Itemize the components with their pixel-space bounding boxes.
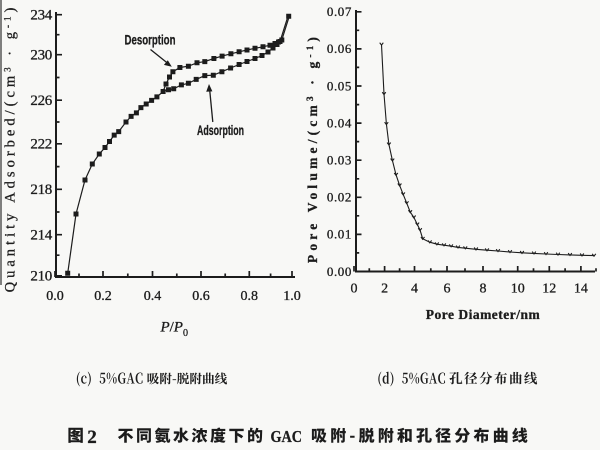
svg-text:218: 218 bbox=[30, 182, 52, 198]
svg-text:P: P bbox=[160, 320, 170, 336]
svg-text:Quantity Adsorbed/(cm3 · g-1): Quantity Adsorbed/(cm3 · g-1) bbox=[3, 4, 19, 293]
svg-text:0.8: 0.8 bbox=[241, 289, 259, 304]
svg-text:Desorption: Desorption bbox=[125, 33, 176, 48]
svg-text:0.03: 0.03 bbox=[327, 153, 352, 168]
svg-text:4: 4 bbox=[411, 282, 418, 297]
svg-text:0: 0 bbox=[183, 328, 188, 339]
svg-text:0.06: 0.06 bbox=[327, 41, 352, 56]
svg-text:8: 8 bbox=[480, 282, 487, 297]
svg-text:0.2: 0.2 bbox=[94, 289, 112, 304]
svg-text:0.02: 0.02 bbox=[327, 190, 352, 205]
svg-text:1.0: 1.0 bbox=[283, 289, 301, 304]
svg-text:2: 2 bbox=[381, 282, 388, 297]
svg-text:214: 214 bbox=[30, 228, 52, 244]
svg-text:222: 222 bbox=[30, 137, 52, 153]
svg-text:GAC: GAC bbox=[271, 427, 303, 446]
svg-text:0.07: 0.07 bbox=[327, 4, 352, 19]
svg-text:Adsorption: Adsorption bbox=[197, 123, 244, 138]
svg-text:234: 234 bbox=[30, 8, 52, 24]
svg-text:6: 6 bbox=[444, 282, 451, 297]
svg-text:0.0: 0.0 bbox=[46, 289, 64, 304]
svg-text:0.4: 0.4 bbox=[144, 289, 162, 304]
svg-text:226: 226 bbox=[30, 93, 52, 109]
svg-text:0.04: 0.04 bbox=[327, 115, 352, 130]
svg-text:14: 14 bbox=[574, 282, 588, 297]
svg-text:P: P bbox=[173, 320, 183, 336]
svg-text:Pore Volume/(cm3 · g-1): Pore Volume/(cm3 · g-1) bbox=[305, 33, 320, 263]
svg-text:2: 2 bbox=[87, 427, 97, 448]
svg-text:0.6: 0.6 bbox=[192, 289, 210, 304]
svg-text:0: 0 bbox=[351, 282, 358, 297]
svg-text:12: 12 bbox=[542, 282, 556, 297]
svg-text:10: 10 bbox=[511, 282, 525, 297]
svg-text:0.00: 0.00 bbox=[327, 264, 352, 279]
svg-text:/: / bbox=[170, 320, 175, 336]
svg-text:0.05: 0.05 bbox=[327, 78, 352, 93]
svg-text:Pore Diameter/nm: Pore Diameter/nm bbox=[426, 307, 541, 322]
svg-text:210: 210 bbox=[30, 269, 52, 285]
svg-text:230: 230 bbox=[30, 48, 52, 64]
svg-text:0.01: 0.01 bbox=[327, 227, 352, 242]
